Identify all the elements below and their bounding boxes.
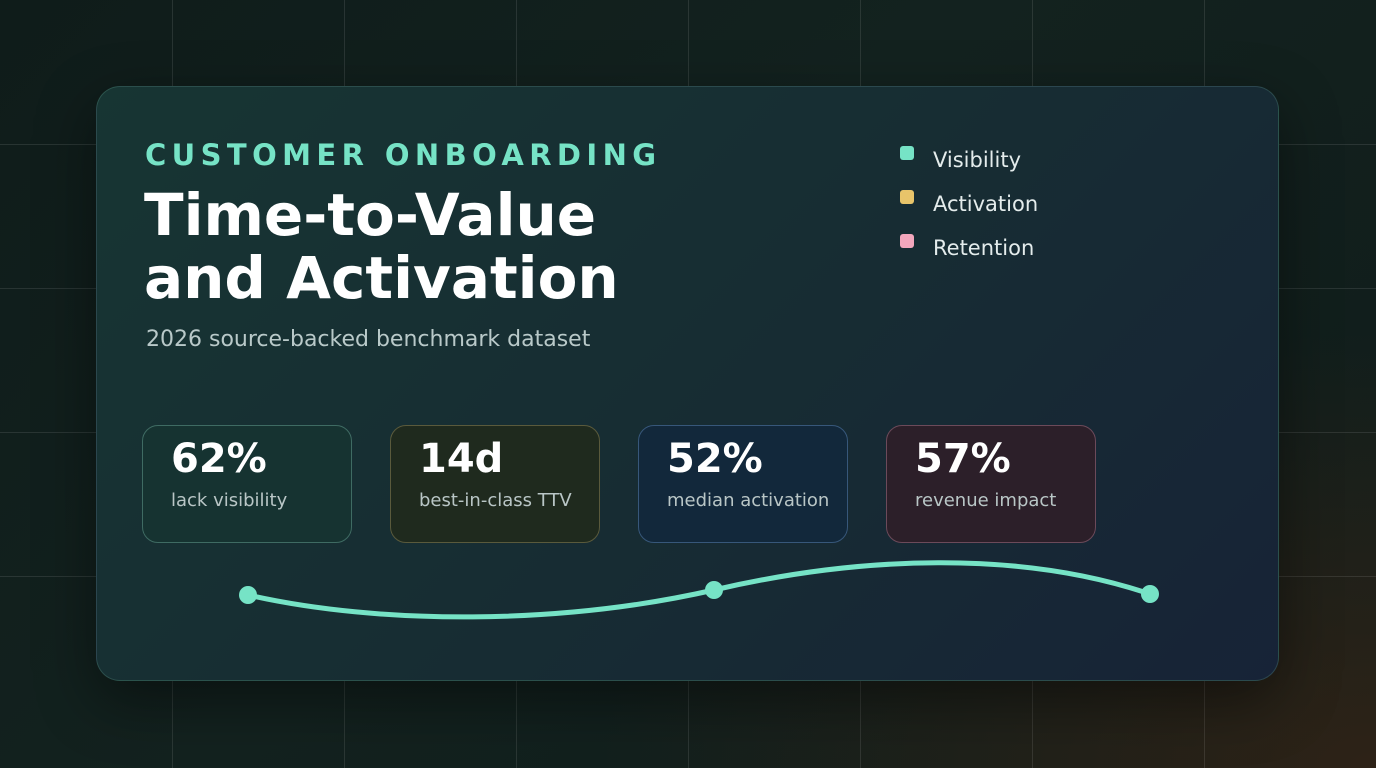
title-line-1: Time-to-Value xyxy=(144,181,597,249)
legend-label: Retention xyxy=(933,236,1035,260)
stat-card-activation: 52% median activation xyxy=(638,425,848,543)
stat-label: best-in-class TTV xyxy=(419,490,572,511)
legend-swatch xyxy=(900,234,914,248)
trend-point xyxy=(705,581,723,599)
legend-swatch xyxy=(900,190,914,204)
legend-label: Activation xyxy=(933,192,1039,216)
hero-card xyxy=(96,86,1279,681)
page-title: Time-to-Value and Activation xyxy=(144,184,619,310)
stat-label: median activation xyxy=(667,490,830,511)
legend-label: Visibility xyxy=(933,148,1022,172)
stat-value: 57% xyxy=(915,436,1011,482)
subtitle: 2026 source-backed benchmark dataset xyxy=(146,327,591,352)
trend-point xyxy=(239,586,257,604)
stat-label: lack visibility xyxy=(171,490,288,511)
stat-value: 52% xyxy=(667,436,763,482)
stat-card-visibility: 62% lack visibility xyxy=(142,425,352,543)
trend-line xyxy=(245,560,1153,620)
legend-swatch xyxy=(900,146,914,160)
stat-value: 14d xyxy=(419,436,504,482)
eyebrow-label: CUSTOMER ONBOARDING xyxy=(145,138,662,172)
title-line-2: and Activation xyxy=(144,244,619,312)
stat-card-ttv: 14d best-in-class TTV xyxy=(390,425,600,543)
trend-point xyxy=(1141,585,1159,603)
stat-value: 62% xyxy=(171,436,267,482)
stat-card-revenue: 57% revenue impact xyxy=(886,425,1096,543)
stat-label: revenue impact xyxy=(915,490,1057,511)
